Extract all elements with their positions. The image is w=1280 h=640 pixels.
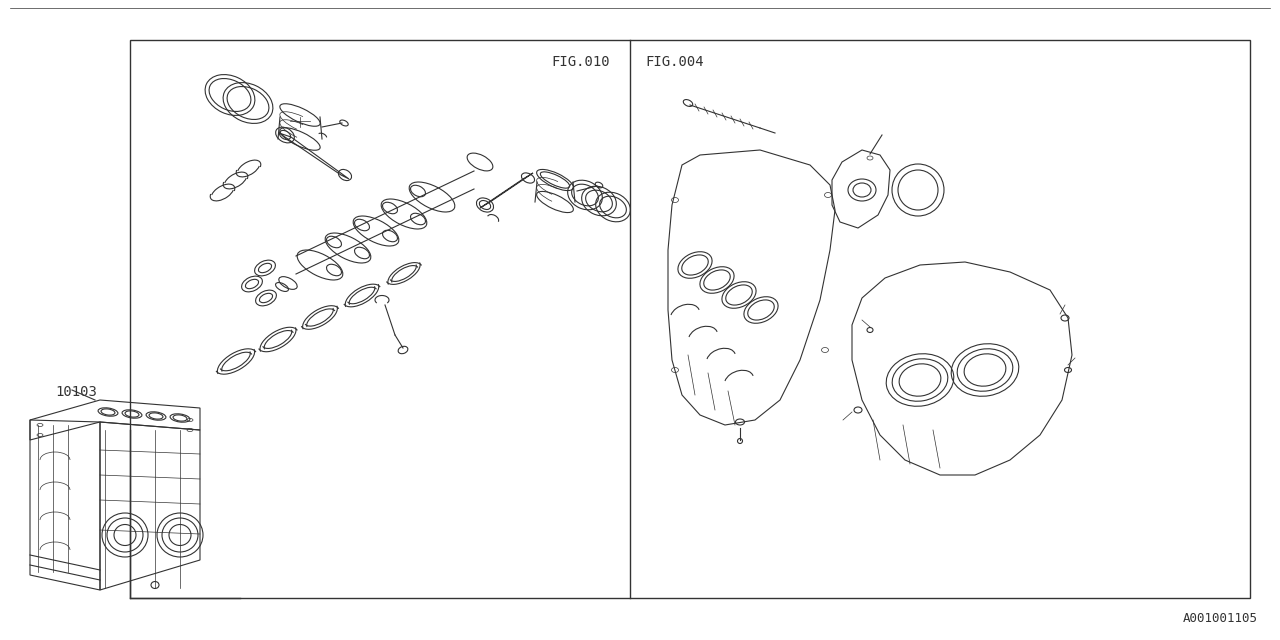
Bar: [131, 40, 1251, 598]
Text: A001001105: A001001105: [1183, 612, 1258, 625]
Text: FIG.010: FIG.010: [552, 55, 611, 69]
Text: 10103: 10103: [55, 385, 97, 399]
Text: FIG.004: FIG.004: [645, 55, 704, 69]
